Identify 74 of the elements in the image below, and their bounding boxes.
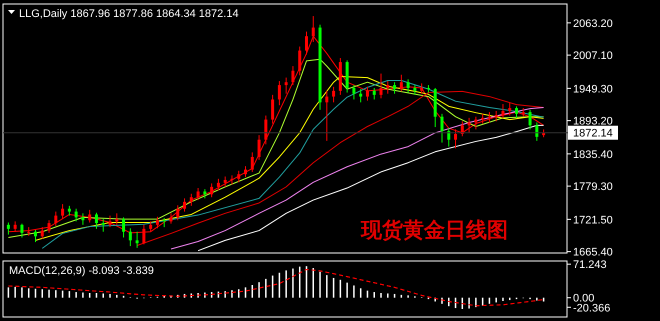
y-tick-label: 1893.20 (573, 116, 613, 128)
candlestick (258, 134, 261, 160)
candlestick (380, 73, 383, 99)
candlestick (454, 128, 458, 149)
candlestick (468, 117, 471, 134)
y-tick-label: 1721.50 (573, 214, 613, 226)
candlestick (169, 212, 172, 224)
candlestick (501, 104, 504, 118)
candlestick (162, 217, 166, 228)
y-tick-label: 1779.30 (573, 181, 613, 194)
y-tick-label: 0.00 (573, 292, 594, 305)
chart-title: LLG,Daily 1867.96 1877.86 1864.34 1872.14 (19, 8, 239, 20)
candlestick (406, 78, 410, 94)
candlestick (115, 212, 118, 226)
candlestick (216, 178, 220, 191)
candlestick (250, 152, 254, 172)
y-tick-label: 2063.20 (573, 18, 613, 30)
candlestick (420, 82, 424, 94)
candlestick (122, 216, 126, 238)
y-tick-label: 71.243 (573, 259, 607, 272)
y-tick-label: 2007.10 (573, 50, 613, 62)
candlestick (386, 80, 390, 94)
candlestick (271, 94, 274, 124)
candlestick (325, 90, 328, 142)
candlestick (156, 216, 159, 229)
chart-title: MACD(12,26,9) -8.093 -3.839 (9, 265, 154, 277)
candlestick (413, 84, 416, 96)
candlestick (528, 109, 532, 130)
candlestick (264, 115, 268, 145)
candlestick (332, 86, 336, 103)
y-tick-label: 1949.30 (573, 83, 613, 96)
annotation: 现货黄金日线图 (360, 218, 508, 242)
candlestick (440, 113, 444, 144)
line-series (170, 107, 544, 250)
candlestick (61, 204, 64, 220)
candlestick (6, 222, 10, 236)
candlestick (508, 102, 512, 116)
candlestick (474, 116, 478, 130)
candlestick (393, 82, 396, 94)
candlestick (54, 211, 58, 226)
candlestick (20, 223, 24, 238)
candlestick (535, 122, 538, 142)
candlestick (183, 198, 186, 212)
candlestick (298, 46, 302, 76)
candlestick (128, 228, 132, 247)
candlestick (237, 170, 240, 183)
candlestick (291, 66, 294, 86)
candlestick (102, 218, 105, 232)
candlestick (284, 77, 288, 94)
y-tick-label: 1665.40 (573, 246, 613, 259)
y-tick-label: -20.366 (573, 302, 610, 314)
candlestick (515, 106, 518, 118)
candlestick (210, 182, 214, 198)
candlestick (224, 176, 227, 188)
candlestick (366, 86, 369, 102)
candlestick (68, 205, 71, 216)
candlestick (278, 80, 281, 106)
candlestick (352, 84, 356, 100)
candlestick (244, 166, 248, 178)
candlestick (203, 188, 206, 199)
ref-line-label: 1872.14 (573, 128, 613, 140)
candlestick (372, 87, 376, 100)
candlestick (108, 215, 112, 228)
candlestick (88, 209, 92, 224)
candlestick (196, 188, 200, 201)
candlestick (359, 88, 362, 103)
y-tick-label: 1835.40 (573, 148, 613, 161)
candlestick (176, 204, 180, 221)
candlestick (34, 230, 37, 243)
candlestick (94, 212, 98, 230)
candlestick (488, 112, 491, 123)
candlestick (400, 74, 403, 92)
candlestick (74, 208, 78, 222)
candlestick (190, 193, 193, 206)
